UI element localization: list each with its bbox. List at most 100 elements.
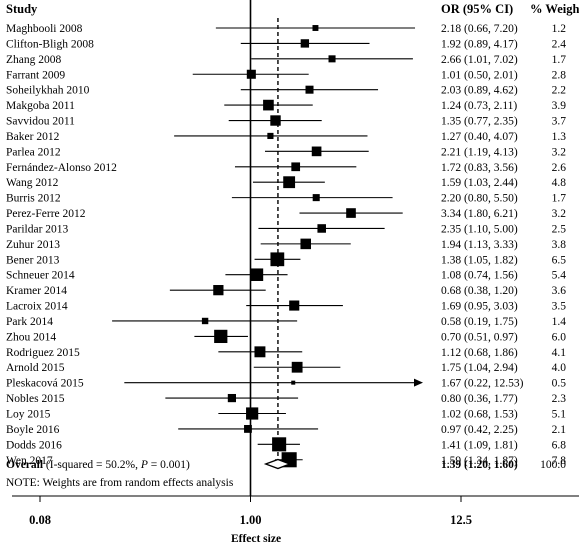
overall-diamond [263,458,292,470]
weight-box [214,329,228,344]
study-weight-text: 2.3 [552,393,567,405]
overall-stats-b: = 0.001) [148,459,190,471]
study-row: Lacroix 2014 1.69 (0.95, 3.03) 3.5 [6,300,566,313]
study-weight-text: 0.5 [552,378,567,390]
study-name: Clifton-Bligh 2008 [6,38,94,50]
study-name: Maghbooli 2008 [6,23,83,35]
study-ci-text: 0.97 (0.42, 2.25) [441,424,518,436]
study-ci-text: 0.70 (0.51, 0.97) [441,331,518,343]
weight-box [328,55,336,63]
study-weight-text: 4.0 [552,362,567,374]
study-ci-text: 1.92 (0.89, 4.17) [441,38,518,50]
study-name: Zhou 2014 [6,331,56,343]
study-name: Soheilykhah 2010 [6,85,90,97]
study-ci-text: 2.03 (0.89, 4.62) [441,85,518,97]
study-ci-text: 2.66 (1.01, 7.02) [441,54,518,66]
x-tick-label: 12.5 [450,513,472,527]
study-weight-text: 3.2 [552,208,567,220]
study-ci-text: 1.27 (0.40, 4.07) [441,131,518,143]
study-row: Arnold 2015 1.75 (1.04, 2.94) 4.0 [6,361,567,374]
study-weight-text: 1.3 [552,131,567,143]
weight-box [272,437,287,452]
weight-box [227,393,236,403]
weight-box [300,238,311,250]
weight-box [246,407,259,420]
study-ci-text: 1.75 (1.04, 2.94) [441,362,518,374]
study-row: Farrant 2009 1.01 (0.50, 2.01) 2.8 [6,69,566,81]
study-ci-text: 1.35 (0.77, 2.35) [441,116,518,128]
weight-box [201,317,209,325]
study-ci-text: 1.02 (0.68, 1.53) [441,409,518,421]
study-ci-text: 2.20 (0.80, 5.50) [441,193,518,205]
overall-row: Overall (I-squared = 50.2%, P = 0.001) 1… [6,458,566,471]
x-tick-label: 0.08 [29,513,51,527]
study-ci-text: 1.67 (0.22, 12.53) [441,378,524,390]
study-ci-text: 2.21 (1.19, 4.13) [441,146,518,158]
study-row: Schneuer 2014 1.08 (0.74, 1.56) 5.4 [6,268,566,282]
x-tick-label: 1.00 [240,513,262,527]
study-row: Burris 2012 2.20 (0.80, 5.50) 1.7 [6,193,566,205]
x-axis-ticks: 0.08 1.00 12.5 [29,496,472,527]
study-name: Wang 2012 [6,177,59,189]
study-row: Boyle 2016 0.97 (0.42, 2.25) 2.1 [6,424,566,436]
overall-stats-a: (I-squared = 50.2%, [43,459,141,471]
study-name: Fernández-Alonso 2012 [6,162,117,174]
study-row: Maghbooli 2008 2.18 (0.66, 7.20) 1.2 [6,23,566,35]
study-ci-text: 0.58 (0.19, 1.75) [441,316,518,328]
study-name: Farrant 2009 [6,69,65,81]
study-name: Baker 2012 [6,131,60,143]
study-ci-text: 1.01 (0.50, 2.01) [441,69,518,81]
study-ci-text: 0.80 (0.36, 1.77) [441,393,518,405]
weight-box [317,224,326,233]
study-name: Burris 2012 [6,193,61,205]
weight-box [291,380,296,385]
study-ci-text: 1.59 (1.34, 1.87) [441,455,518,467]
study-weight-text: 2.4 [552,38,567,50]
study-weight-text: 3.9 [552,100,567,112]
study-ci-text: 1.72 (0.83, 3.56) [441,162,518,174]
study-ci-text: 3.34 (1.80, 6.21) [441,208,518,220]
weight-box [213,285,224,296]
study-weight-text: 4.1 [552,347,567,359]
study-row: Soheilykhah 2010 2.03 (0.89, 4.62) 2.2 [6,85,566,97]
study-name: Wen 2017 [6,455,53,467]
study-name: Arnold 2015 [6,362,65,374]
study-row: Fernández-Alonso 2012 1.72 (0.83, 3.56) 2.… [6,162,566,174]
study-weight-text: 2.6 [552,162,567,174]
study-ci-text: 1.38 (1.05, 1.82) [441,254,518,266]
weight-box [270,252,285,267]
study-row: Baker 2012 1.27 (0.40, 4.07) 1.3 [6,131,566,143]
study-name: Schneuer 2014 [6,270,75,282]
study-ci-text: 1.94 (1.13, 3.33) [441,239,518,251]
weights-note: NOTE: Weights are from random effects an… [6,477,234,489]
study-row: Park 2014 0.58 (0.19, 1.75) 1.4 [6,316,566,328]
study-weight-text: 2.8 [552,69,567,81]
study-weight-text: 2.2 [552,85,567,97]
study-ci-text: 1.41 (1.09, 1.81) [441,439,518,451]
study-name: Bener 2013 [6,254,60,266]
study-ci-text: 1.59 (1.03, 2.44) [441,177,518,189]
study-name: Kramer 2014 [6,285,67,297]
study-row: Dodds 2016 1.41 (1.09, 1.81) 6.8 [6,437,567,452]
study-row: Nobles 2015 0.80 (0.36, 1.77) 2.3 [6,393,566,405]
x-axis-label: Effect size [231,533,281,545]
weight-box [267,132,274,140]
overall-p-symbol: P [140,459,148,471]
header-study: Study [6,2,38,16]
study-row: Makgoba 2011 1.24 (0.73, 2.11) 3.9 [6,99,567,112]
study-ci-text: 1.12 (0.68, 1.86) [441,347,518,359]
weight-box [312,194,320,202]
weight-box [300,39,310,48]
study-row: Perez-Ferre 2012 3.34 (1.80, 6.21) 3.2 [6,208,566,220]
study-row: Parildar 2013 2.35 (1.10, 5.00) 2.5 [6,223,566,235]
study-weight-text: 1.7 [552,54,567,66]
study-ci-text: 2.18 (0.66, 7.20) [441,23,518,35]
study-weight-text: 1.2 [552,23,567,35]
header-weight: % Weight [530,2,579,16]
study-name: Savvidou 2011 [6,116,75,128]
study-name: Dodds 2016 [6,439,62,451]
study-name: Rodriguez 2015 [6,347,80,359]
study-weight-text: 7.8 [552,455,567,467]
study-weight-text: 6.8 [552,439,567,451]
study-ci-text: 0.68 (0.38, 1.20) [441,285,518,297]
